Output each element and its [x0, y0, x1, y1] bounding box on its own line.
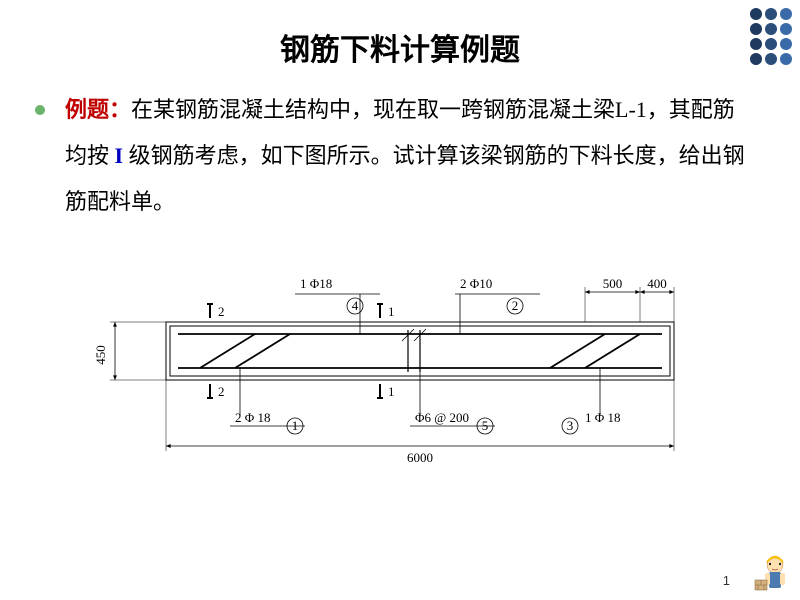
svg-text:1 Φ 18: 1 Φ 18 [585, 410, 621, 425]
grade-label: I [109, 143, 129, 168]
svg-text:2: 2 [512, 298, 519, 313]
svg-text:5: 5 [482, 418, 489, 433]
svg-text:2: 2 [218, 384, 225, 399]
svg-text:1: 1 [292, 418, 299, 433]
problem-text: 例题：在某钢筋混凝土结构中，现在取一跨钢筋混凝土梁L-1，其配筋均按 I 级钢筋… [0, 87, 800, 226]
worker-icon [745, 545, 795, 595]
svg-text:1: 1 [388, 304, 395, 319]
svg-text:3: 3 [567, 418, 574, 433]
svg-text:2 Φ10: 2 Φ10 [460, 276, 492, 291]
body-post: 级钢筋考虑，如下图所示。试计算该梁钢筋的下料长度，给出钢筋配料单。 [65, 143, 745, 214]
svg-text:450: 450 [93, 345, 108, 365]
svg-text:1 Φ18: 1 Φ18 [300, 276, 332, 291]
beam-diagram: 450600050040022111 Φ1842 Φ1022 Φ 181Φ6 @… [70, 246, 730, 481]
corner-decoration [750, 8, 792, 68]
svg-text:4: 4 [352, 298, 359, 313]
bullet-icon [35, 105, 45, 115]
example-label: 例题： [65, 97, 131, 122]
svg-text:500: 500 [603, 276, 623, 291]
svg-text:400: 400 [647, 276, 667, 291]
page-number: 1 [723, 573, 730, 588]
svg-text:1: 1 [388, 384, 395, 399]
svg-text:6000: 6000 [407, 450, 433, 465]
page-title: 钢筋下料计算例题 [0, 0, 800, 87]
svg-text:Φ6 @ 200: Φ6 @ 200 [415, 410, 469, 425]
svg-text:2: 2 [218, 304, 225, 319]
